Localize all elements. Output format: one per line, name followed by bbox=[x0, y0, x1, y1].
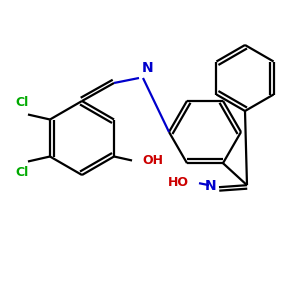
Text: OH: OH bbox=[142, 154, 163, 167]
Text: N: N bbox=[204, 179, 216, 193]
Text: Cl: Cl bbox=[15, 167, 28, 179]
Text: Cl: Cl bbox=[15, 97, 28, 110]
Text: N: N bbox=[142, 61, 154, 75]
Text: HO: HO bbox=[168, 176, 189, 189]
